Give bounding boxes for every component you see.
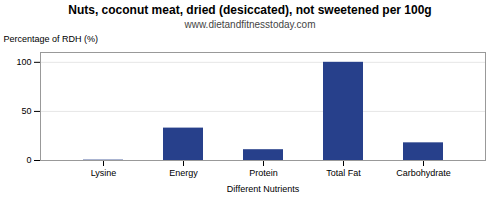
svg-text:Energy: Energy [169,168,198,178]
svg-text:Different Nutrients: Different Nutrients [227,184,300,194]
svg-text:Carbohydrate: Carbohydrate [396,168,451,178]
html-text:www.dietandfitnesstoday.com: www.dietandfitnesstoday.com [184,19,316,30]
svg-text:Total Fat: Total Fat [326,168,361,178]
svg-text:Protein: Protein [249,168,278,178]
svg-text:0: 0 [26,155,31,165]
svg-text:50: 50 [21,106,31,116]
svg-text:Lysine: Lysine [91,168,117,178]
html-text:Nuts, coconut meat, dried (des: Nuts, coconut meat, dried (desiccated), … [68,3,432,17]
svg-text:100: 100 [16,57,31,67]
svg-text:Percentage of RDH (%): Percentage of RDH (%) [4,34,99,44]
